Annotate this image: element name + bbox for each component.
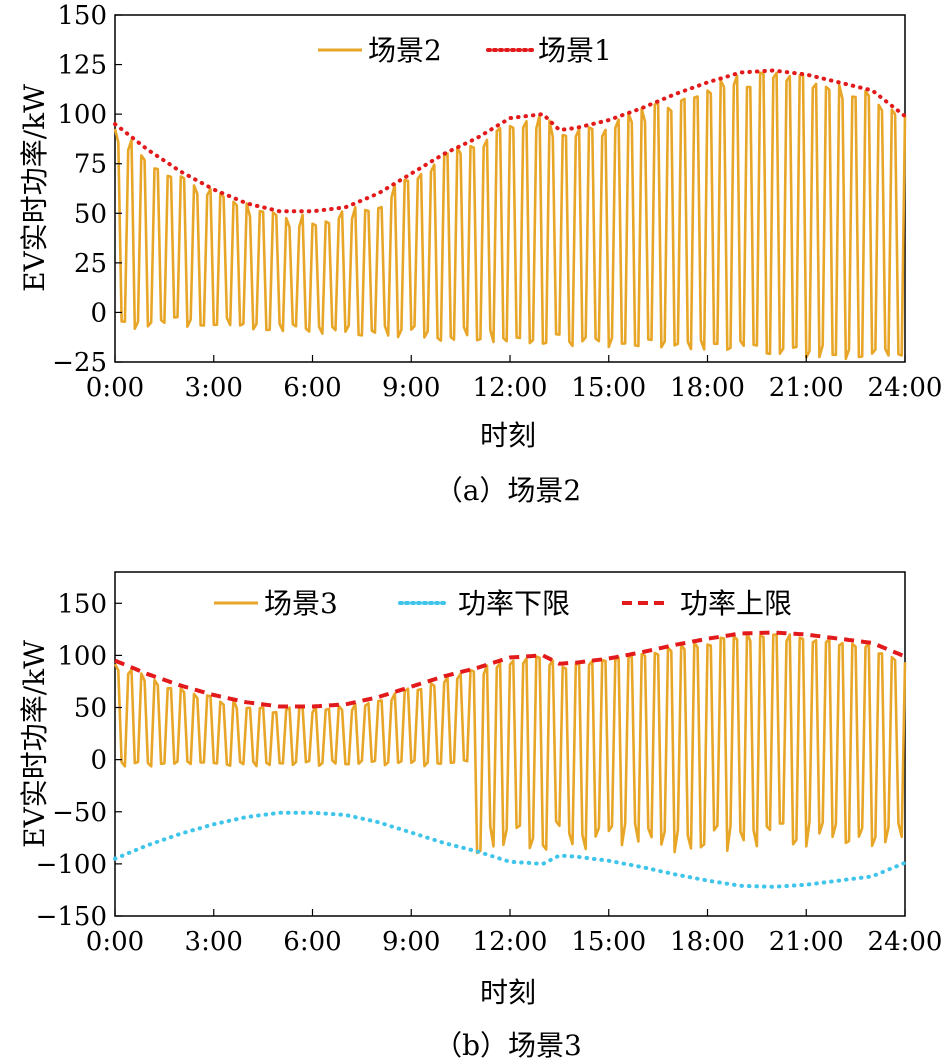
legend-label-power-upper: 功率上限 — [680, 587, 792, 620]
y-tick-label: 150 — [57, 589, 107, 619]
chart-b: EV实时功率/kW 0:00 3:00 6:00 9:00 12:00 15:00 18:0… — [18, 571, 943, 1061]
y-tick-label: −50 — [52, 798, 107, 828]
y-tick-label: −150 — [36, 902, 107, 932]
chart-b-xlabel: 时刻 — [480, 976, 536, 1009]
y-tick-label: 0 — [90, 298, 107, 328]
x-tick-label: 18:00 — [670, 927, 745, 957]
chart-a-plot-area — [113, 14, 907, 363]
chart-a-xlabel: 时刻 — [480, 419, 536, 452]
x-tick-label: 24:00 — [868, 927, 943, 957]
y-tick-label: −25 — [52, 348, 107, 378]
x-tick-label: 9:00 — [382, 927, 440, 957]
chart-a-legend: 场景2 场景1 — [318, 34, 612, 67]
x-tick-label: 21:00 — [769, 927, 844, 957]
chart-b-ylabel: EV实时功率/kW — [18, 640, 51, 848]
chart-b-ticks: 0:00 3:00 6:00 9:00 12:00 15:00 18:00 21:00 24:0… — [36, 589, 943, 957]
y-tick-label: 50 — [74, 199, 107, 229]
series-line-场景2 — [113, 71, 907, 361]
x-tick-label: 15:00 — [571, 927, 646, 957]
legend-label-scene3: 场景3 — [264, 587, 338, 620]
legend-label-power-lower: 功率下限 — [458, 587, 570, 620]
series-line-场景1 — [113, 68, 907, 214]
chart-a: EV实时功率/kW 0:00 3:00 6:00 9:00 12:00 15:00 18:0… — [18, 1, 942, 507]
legend-label-scene1: 场景1 — [538, 34, 612, 67]
x-tick-label: 3:00 — [185, 373, 243, 403]
x-tick-label: 3:00 — [185, 927, 243, 957]
x-tick-label: 12:00 — [473, 927, 548, 957]
x-tick-label: 15:00 — [571, 373, 646, 403]
x-tick-label: 6:00 — [283, 373, 341, 403]
y-tick-label: 100 — [57, 100, 107, 130]
series-line-场景3 — [113, 632, 907, 855]
chart-b-legend: 场景3 功率下限 功率上限 — [214, 587, 792, 620]
x-tick-label: 9:00 — [382, 373, 440, 403]
x-tick-label: 0:00 — [86, 373, 144, 403]
series-line-功率下限 — [113, 810, 907, 889]
chart-a-caption: （a）场景2 — [435, 474, 582, 507]
chart-a-ylabel: EV实时功率/kW — [18, 84, 51, 292]
y-tick-label: 25 — [74, 249, 107, 279]
chart-b-plot-area — [113, 571, 907, 917]
y-tick-label: 50 — [74, 694, 107, 724]
y-tick-label: 125 — [57, 51, 107, 81]
x-tick-label: 24:00 — [868, 373, 943, 403]
chart-a-ticks: 0:00 3:00 6:00 9:00 12:00 15:00 18:00 21:00 24:0… — [52, 1, 942, 403]
y-tick-label: 75 — [74, 150, 107, 180]
x-tick-label: 6:00 — [283, 927, 341, 957]
y-tick-label: 0 — [90, 746, 107, 776]
chart-b-caption: （b）场景3 — [434, 1029, 582, 1061]
x-tick-label: 12:00 — [473, 373, 548, 403]
series-line-功率上限 — [114, 630, 906, 709]
chart-frame — [114, 571, 906, 917]
x-tick-label: 0:00 — [86, 927, 144, 957]
legend-label-scene2: 场景2 — [368, 34, 442, 67]
y-tick-label: 150 — [57, 1, 107, 31]
x-tick-label: 21:00 — [769, 373, 844, 403]
y-tick-label: 100 — [57, 641, 107, 671]
x-tick-label: 18:00 — [670, 373, 745, 403]
y-tick-label: −100 — [36, 850, 107, 880]
